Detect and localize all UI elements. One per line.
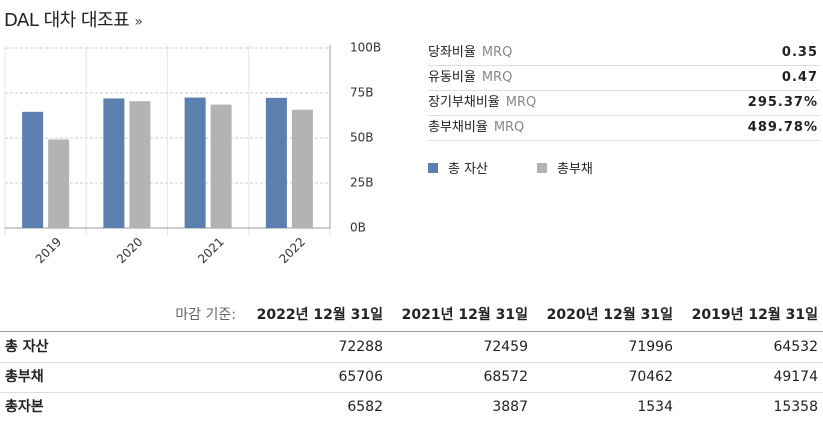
legend-label: 총 자산 bbox=[448, 162, 489, 177]
x-tick-label: 2022 bbox=[276, 235, 307, 266]
table-cell: 65706 bbox=[338, 369, 383, 385]
table-cell: 6582 bbox=[347, 399, 383, 415]
table-rule bbox=[0, 331, 823, 332]
bar bbox=[22, 111, 44, 228]
column-header: 2019년 12월 31일 bbox=[691, 307, 818, 323]
column-header: 2020년 12월 31일 bbox=[546, 307, 673, 323]
title-text: DAL 대차 대조표 bbox=[4, 10, 130, 31]
ratio-row: 당좌비율 MRQ 0.35 bbox=[428, 41, 820, 66]
bar bbox=[48, 139, 70, 228]
legend-swatch bbox=[428, 163, 438, 173]
ratio-period: MRQ bbox=[481, 45, 513, 60]
table-cell: 49174 bbox=[773, 369, 818, 385]
ratio-label: 총부채비율 bbox=[428, 120, 488, 135]
ratio-label: 당좌비율 bbox=[428, 45, 476, 60]
y-tick-label: 0B bbox=[350, 221, 366, 235]
bar bbox=[265, 97, 287, 229]
legend-label: 총부채 bbox=[557, 162, 593, 177]
table-row: 총부채 65706 68572 70462 49174 bbox=[0, 362, 823, 393]
row-label: 총부채 bbox=[5, 369, 44, 385]
ratio-row: 총부채비율 MRQ 489.78% bbox=[428, 116, 820, 141]
ratio-value: 0.35 bbox=[781, 45, 818, 60]
row-label: 총자본 bbox=[5, 399, 44, 415]
ratio-row: 장기부채비율 MRQ 295.37% bbox=[428, 91, 820, 116]
ratio-period: MRQ bbox=[493, 120, 525, 135]
bar bbox=[210, 104, 232, 228]
column-header: 2022년 12월 31일 bbox=[256, 307, 383, 323]
legend-item: 총부채 bbox=[537, 162, 593, 178]
page-title: DAL 대차 대조표 » bbox=[4, 6, 143, 32]
ratio-value: 0.47 bbox=[781, 70, 818, 85]
table-cell: 3887 bbox=[492, 399, 528, 415]
table-cell: 70462 bbox=[628, 369, 673, 385]
table-cell: 15358 bbox=[773, 399, 818, 415]
title-link[interactable]: » bbox=[134, 14, 143, 30]
x-tick-label: 2020 bbox=[114, 235, 145, 266]
bar bbox=[184, 97, 206, 229]
ratio-row: 유동비율 MRQ 0.47 bbox=[428, 66, 820, 91]
table-row: 총자본 6582 3887 1534 15358 bbox=[0, 392, 823, 422]
ratio-period: MRQ bbox=[481, 70, 513, 85]
ratio-label: 장기부채비율 bbox=[428, 95, 500, 110]
table-cell: 64532 bbox=[773, 339, 818, 355]
ratio-period: MRQ bbox=[505, 95, 537, 110]
ratio-label: 유동비율 bbox=[428, 70, 476, 85]
table-cell: 1534 bbox=[637, 399, 673, 415]
x-tick-label: 2021 bbox=[195, 235, 226, 266]
bar bbox=[129, 101, 151, 228]
row-label: 총 자산 bbox=[5, 339, 49, 355]
bar bbox=[291, 109, 313, 228]
y-tick-label: 100B bbox=[350, 41, 381, 55]
table-header: 마감 기준: 2022년 12월 31일 2021년 12월 31일 2020년 12… bbox=[0, 300, 823, 330]
table-cell: 71996 bbox=[628, 339, 673, 355]
table-cell: 72459 bbox=[483, 339, 528, 355]
table-caption: 마감 기준: bbox=[175, 307, 236, 323]
y-tick-label: 25B bbox=[350, 176, 374, 190]
chart: 0B 25B 50B 75B 100B 2019 2020 2021 2022 bbox=[4, 41, 381, 266]
y-tick-label: 75B bbox=[350, 86, 374, 100]
table-row: 총 자산 72288 72459 71996 64532 bbox=[0, 332, 823, 363]
table-cell: 72288 bbox=[338, 339, 383, 355]
bar bbox=[103, 98, 125, 229]
ratio-value: 295.37% bbox=[747, 95, 818, 110]
y-tick-label: 50B bbox=[350, 131, 374, 145]
x-tick-label: 2019 bbox=[33, 235, 64, 266]
column-header: 2021년 12월 31일 bbox=[401, 307, 528, 323]
legend-item: 총 자산 bbox=[428, 162, 488, 178]
legend-swatch bbox=[537, 163, 547, 173]
ratio-value: 489.78% bbox=[747, 120, 818, 135]
table-cell: 68572 bbox=[483, 369, 528, 385]
